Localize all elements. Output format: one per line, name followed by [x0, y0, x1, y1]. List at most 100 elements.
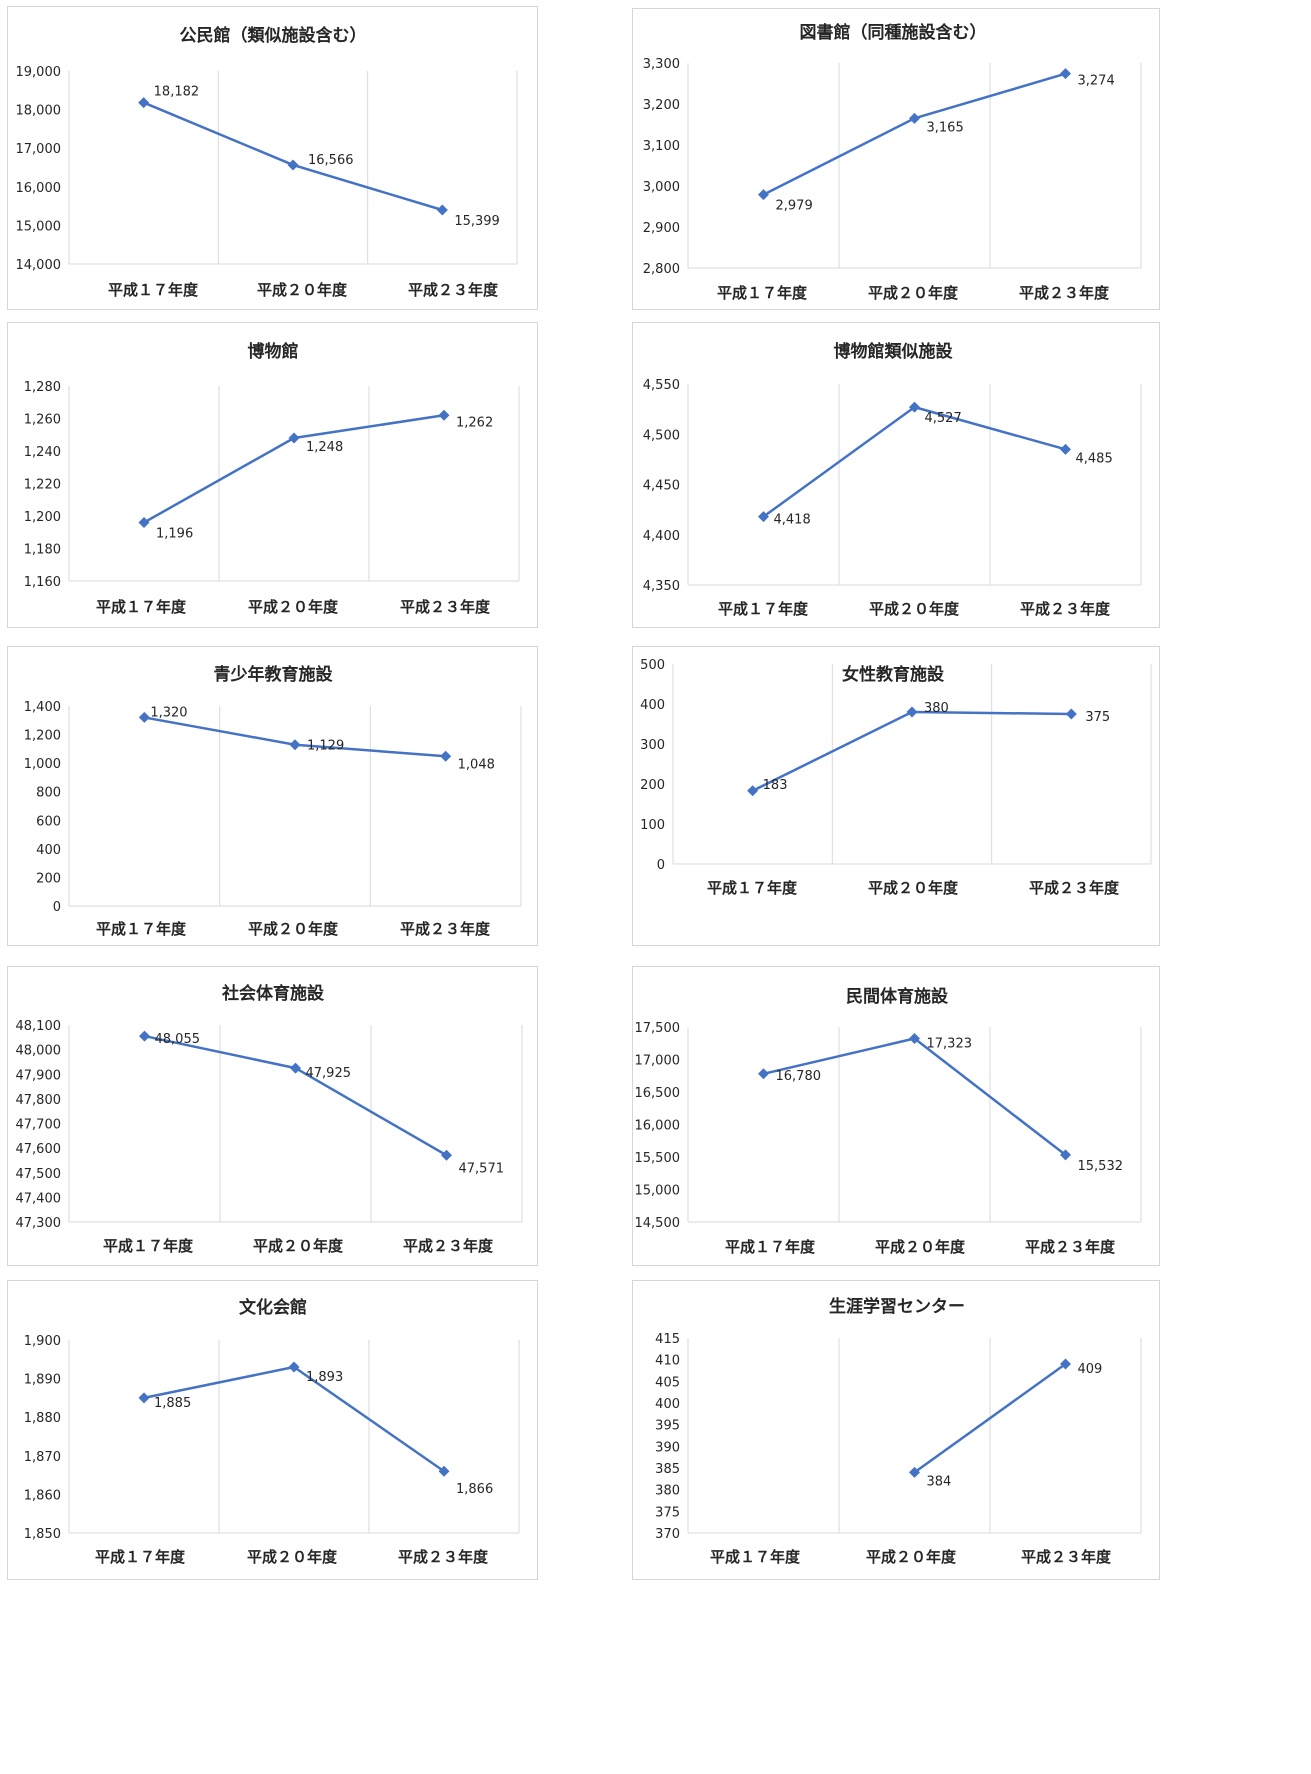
x-tick-label: 平成１７年度: [725, 1238, 816, 1256]
data-point-marker: [909, 1033, 920, 1045]
data-label: 16,780: [776, 1069, 822, 1084]
data-point-marker: [436, 204, 448, 216]
data-point-marker: [438, 1465, 450, 1477]
data-point-marker: [290, 1062, 301, 1074]
x-tick-label: 平成１７年度: [718, 600, 809, 618]
x-tick-label: 平成２０年度: [866, 1548, 957, 1566]
x-tick-label: 平成２３年度: [400, 920, 491, 938]
y-tick-label: 380: [655, 1484, 680, 1499]
y-tick-label: 18,000: [16, 104, 62, 119]
x-tick-label: 平成１７年度: [108, 281, 199, 299]
y-tick-label: 3,100: [643, 139, 680, 154]
y-tick-label: 47,900: [16, 1068, 62, 1083]
chart-title: 博物館: [248, 341, 299, 362]
x-tick-label: 平成２０年度: [248, 920, 339, 938]
chart-title: 図書館（同種施設含む）: [800, 22, 987, 43]
data-point-marker: [138, 517, 150, 528]
y-tick-label: 100: [640, 818, 665, 833]
data-point-marker: [138, 97, 150, 109]
chart-title: 公民館（類似施設含む）: [180, 25, 367, 46]
y-tick-label: 385: [655, 1462, 680, 1477]
y-tick-label: 1,280: [24, 380, 61, 395]
data-point-marker: [906, 706, 918, 718]
chart-svg-shakai-taiiku: 社会体育施設 47,300 47,400 47,500 47,600 47,700 47,8…: [16, 983, 523, 1255]
y-tick-label: 3,000: [643, 180, 680, 195]
y-tick-label: 4,500: [643, 428, 680, 443]
chart-svg-shogai-gakushu: 生涯学習センター 370 375 380 385 390 395 400 405 410 415 平成…: [655, 1296, 1142, 1566]
y-tick-label: 1,000: [24, 757, 61, 772]
y-tick-label: 2,900: [643, 221, 680, 236]
y-tick-label: 16,000: [635, 1119, 681, 1134]
chart-svg-minkan-taiiku: 民間体育施設 14,500 15,000 15,500 16,000 16,500 17,0…: [635, 986, 1142, 1256]
x-tick-label: 平成１７年度: [103, 1237, 194, 1255]
chart-svg-hakubutsukan-ruiji: 博物館類似施設 4,350 4,400 4,450 4,500 4,550 平成１７年度 平成…: [643, 341, 1142, 618]
data-point-marker: [138, 711, 150, 723]
data-point-marker: [139, 1030, 150, 1042]
y-tick-label: 15,000: [635, 1184, 681, 1199]
data-label: 4,527: [925, 411, 962, 426]
x-tick-label: 平成２０年度: [875, 1238, 966, 1256]
x-tick-label: 平成２０年度: [257, 281, 348, 299]
x-tick-label: 平成２３年度: [400, 598, 491, 616]
y-tick-label: 14,000: [16, 258, 62, 273]
data-label: 380: [924, 701, 949, 716]
data-point-marker: [288, 1361, 300, 1373]
data-label: 17,323: [927, 1037, 973, 1052]
chart-panel-josei: 女性教育施設 0 100 200 300 400 500 平成１７年度 平成２０年度 平成２３年度…: [632, 646, 1160, 946]
y-tick-label: 16,000: [16, 181, 62, 196]
data-label: 16,566: [308, 153, 354, 168]
y-tick-label: 17,000: [16, 142, 62, 157]
data-point-marker: [440, 750, 452, 762]
data-label: 384: [927, 1474, 952, 1489]
y-tick-label: 410: [655, 1354, 680, 1369]
x-tick-label: 平成２０年度: [253, 1237, 344, 1255]
y-tick-label: 15,000: [16, 219, 62, 234]
y-tick-label: 2,800: [643, 262, 680, 277]
data-point-marker: [909, 112, 920, 124]
series-line: [762, 72, 1066, 196]
data-label: 1,866: [456, 1482, 493, 1497]
data-point-marker: [1065, 708, 1077, 720]
chart-panel-bunka-kaikan: 文化会館 1,850 1,860 1,870 1,880 1,890 1,900 平成１７年度…: [7, 1280, 538, 1580]
series-line: [144, 716, 446, 758]
y-tick-label: 0: [657, 858, 665, 873]
chart-svg-josei: 女性教育施設 0 100 200 300 400 500 平成１７年度 平成２０年度 平成２３年度…: [640, 658, 1152, 897]
data-point-marker: [909, 401, 920, 413]
y-tick-label: 1,900: [24, 1334, 61, 1349]
data-label: 375: [1085, 710, 1110, 725]
data-label: 1,196: [156, 527, 193, 542]
y-tick-label: 48,100: [16, 1019, 62, 1034]
x-tick-label: 平成１７年度: [717, 284, 808, 302]
x-tick-label: 平成２０年度: [247, 1548, 338, 1566]
chart-svg-hakubutsukan: 博物館 1,160 1,180 1,200 1,220 1,240 1,260 1,280 平成…: [24, 341, 520, 616]
y-tick-label: 800: [36, 786, 61, 801]
data-label: 1,320: [150, 705, 187, 720]
data-label: 1,048: [458, 757, 495, 772]
y-tick-label: 400: [640, 698, 665, 713]
x-tick-label: 平成２０年度: [248, 598, 339, 616]
chart-svg-bunka-kaikan: 文化会館 1,850 1,860 1,870 1,880 1,890 1,900 平成１７年度…: [24, 1297, 520, 1566]
y-tick-label: 405: [655, 1375, 680, 1390]
chart-title: 青少年教育施設: [214, 664, 334, 685]
y-tick-label: 47,700: [16, 1118, 62, 1133]
y-tick-label: 415: [655, 1332, 680, 1347]
data-label: 1,262: [456, 415, 493, 430]
data-point-marker: [1060, 1358, 1071, 1370]
y-tick-label: 47,800: [16, 1093, 62, 1108]
chart-title: 博物館類似施設: [834, 341, 954, 362]
data-point-marker: [1060, 443, 1071, 455]
y-tick-label: 15,500: [635, 1151, 681, 1166]
y-tick-label: 17,500: [635, 1021, 681, 1036]
y-tick-label: 4,550: [643, 378, 680, 393]
chart-svg-seishonen: 青少年教育施設 0 200 400 600 800 1,000 1,200 1,400 平成１７年…: [24, 664, 522, 938]
x-tick-label: 平成１７年度: [96, 598, 187, 616]
y-tick-label: 1,880: [24, 1411, 61, 1426]
y-tick-label: 16,500: [635, 1086, 681, 1101]
y-tick-label: 47,600: [16, 1142, 62, 1157]
data-point-marker: [758, 189, 769, 201]
y-tick-label: 1,870: [24, 1450, 61, 1465]
x-tick-label: 平成２３年度: [1029, 879, 1120, 897]
data-point-marker: [138, 1392, 150, 1404]
x-tick-label: 平成２３年度: [1025, 1238, 1116, 1256]
chart-svg-toshokan: 図書館（同種施設含む） 2,800 2,900 3,000 3,100 3,200 3,30…: [643, 22, 1142, 302]
